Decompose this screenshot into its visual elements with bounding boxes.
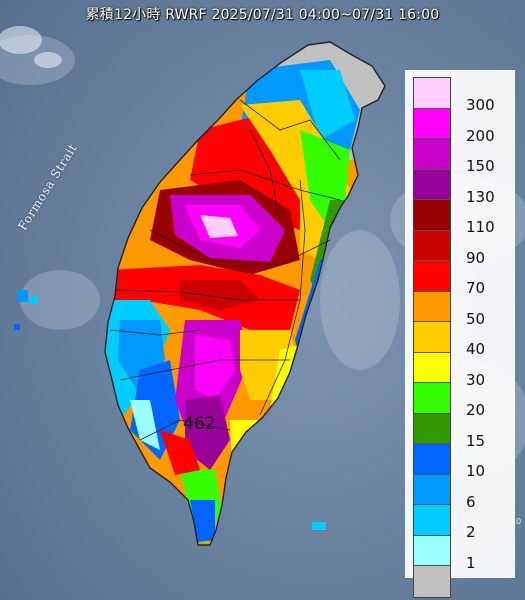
legend-swatch	[414, 78, 450, 109]
legend-label: 50	[466, 309, 486, 328]
legend-label: 90	[466, 248, 486, 267]
legend-swatch	[414, 200, 450, 231]
legend-label: 10	[466, 462, 486, 480]
max-rainfall-label: 462	[183, 414, 216, 434]
legend-label: 20	[466, 401, 486, 419]
legend-label: 2	[466, 523, 476, 541]
legend-label: 70	[466, 279, 486, 297]
legend-label: 300	[466, 96, 495, 114]
legend-swatch	[414, 261, 450, 292]
legend-swatch	[414, 352, 450, 383]
legend-label: 110	[466, 218, 495, 236]
corner-tag: 10	[511, 517, 522, 526]
legend-swatch	[414, 413, 450, 444]
legend-label: 15	[466, 431, 486, 450]
legend-swatch	[414, 169, 450, 200]
legend-label: 30	[466, 370, 486, 389]
legend-swatch	[414, 139, 450, 170]
legend-swatch	[414, 383, 450, 414]
map-title: 累積12小時 RWRF 2025/07/31 04:00~07/31 16:00	[85, 7, 440, 23]
legend-label: 40	[466, 340, 486, 358]
legend-swatch	[414, 322, 450, 353]
legend-swatch	[414, 291, 450, 322]
legend-swatch	[414, 230, 450, 261]
legend-swatch	[414, 566, 450, 597]
legend-swatch	[414, 108, 450, 139]
legend-label: 6	[466, 492, 476, 511]
legend-label: 1	[466, 553, 476, 572]
legend-label: 130	[466, 187, 495, 206]
legend-swatch	[414, 474, 450, 505]
color-legend	[413, 77, 451, 598]
legend-swatch	[414, 505, 450, 536]
legend-label: 150	[466, 157, 495, 175]
legend-swatch	[414, 535, 450, 566]
legend-swatch	[414, 444, 450, 475]
legend-label: 200	[466, 126, 495, 145]
